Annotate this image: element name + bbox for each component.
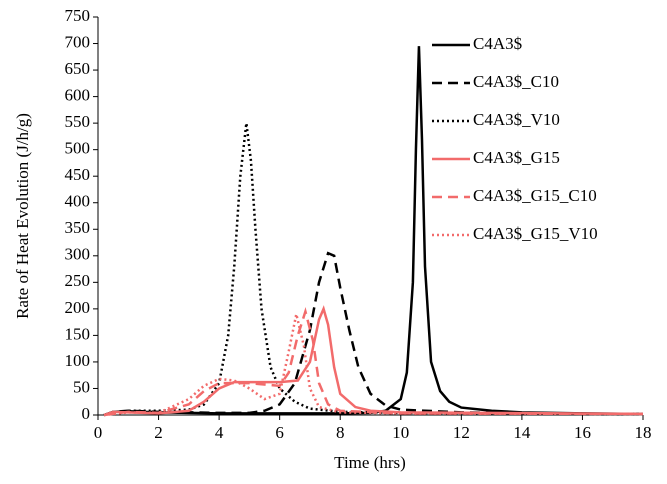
y-tick-label: 50 [73, 377, 90, 396]
y-tick-label: 200 [65, 298, 91, 317]
y-tick-label: 100 [65, 351, 91, 370]
legend-label: C4A3$ [473, 34, 522, 53]
x-tick-label: 2 [154, 423, 163, 442]
series-line [103, 46, 644, 417]
y-tick-label: 750 [65, 6, 91, 25]
legend-label: C4A3$_G15_C10 [473, 186, 597, 205]
x-tick-label: 0 [94, 423, 103, 442]
y-tick-label: 400 [65, 192, 91, 211]
y-tick-label: 300 [65, 245, 91, 264]
y-tick-label: 450 [65, 165, 91, 184]
series-line [103, 122, 644, 417]
x-tick-label: 10 [392, 423, 409, 442]
x-tick-label: 16 [574, 423, 591, 442]
legend-label: C4A3$_C10 [473, 72, 559, 91]
y-tick-label: 350 [65, 218, 91, 237]
x-tick-label: 4 [215, 423, 224, 442]
y-tick-label: 550 [65, 112, 91, 131]
legend-label: C4A3$_V10 [473, 110, 560, 129]
y-axis-label: Rate of Heat Evolution (J/h/g) [13, 113, 32, 319]
series-line [103, 313, 644, 417]
x-tick-label: 8 [336, 423, 345, 442]
series-line [103, 307, 644, 417]
series-line [103, 251, 644, 417]
x-axis-label: Time (hrs) [334, 453, 406, 472]
y-tick-label: 0 [82, 404, 91, 423]
y-tick-label: 600 [65, 86, 91, 105]
legend-label: C4A3$_G15 [473, 148, 560, 167]
y-tick-label: 150 [65, 324, 91, 343]
series-line [103, 305, 644, 417]
x-tick-label: 14 [513, 423, 531, 442]
x-tick-label: 18 [635, 423, 652, 442]
x-tick-label: 12 [453, 423, 470, 442]
y-tick-label: 700 [65, 32, 91, 51]
y-tick-label: 250 [65, 271, 91, 290]
legend-label: C4A3$_G15_V10 [473, 224, 598, 243]
x-tick-label: 6 [275, 423, 284, 442]
y-tick-label: 650 [65, 59, 91, 78]
y-tick-label: 500 [65, 139, 91, 158]
